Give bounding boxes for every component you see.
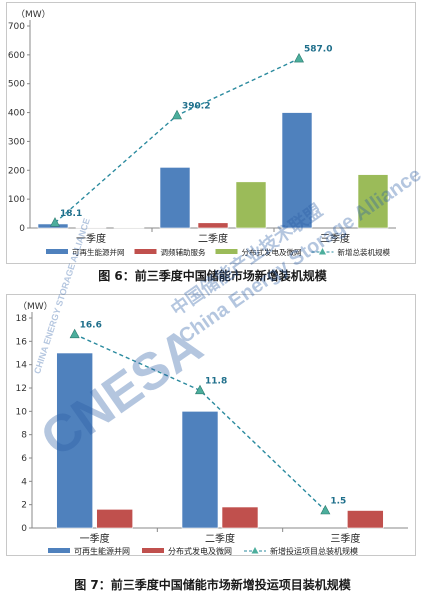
bar-2-2 bbox=[357, 174, 389, 229]
y-tick-label: 200 bbox=[8, 166, 25, 176]
y-tick-label: 300 bbox=[8, 137, 25, 147]
legend-marker bbox=[319, 248, 326, 255]
legend-swatch bbox=[142, 548, 164, 553]
legend-label: 新增投运项目总装机规模 bbox=[270, 546, 358, 556]
bar-0-2 bbox=[281, 112, 313, 229]
y-tick-label: 600 bbox=[8, 51, 25, 61]
legend-swatch bbox=[46, 249, 68, 254]
line-point bbox=[50, 217, 60, 227]
chart-frame bbox=[6, 2, 416, 264]
data-label: 18.1 bbox=[60, 209, 82, 219]
legend-label: 分布式发电及微网 bbox=[168, 546, 232, 556]
legend-label: 可再生能源并网 bbox=[72, 247, 125, 257]
bar-1-0 bbox=[96, 509, 133, 529]
y-axis-unit: （MW） bbox=[18, 301, 53, 312]
figure-caption-6: 图 6：前三季度中国储能市场新增装机规模 bbox=[98, 269, 327, 283]
y-tick-label: 4 bbox=[21, 477, 27, 487]
legend-label: 新增总装机规模 bbox=[338, 247, 391, 257]
data-label: 16.6 bbox=[80, 320, 102, 330]
chart-panel-fig7: 0 2 4 6 8 10 12 14 16 18 （MW） 一季度 二季度 三季度 16.6 11.8 1.5 可… bbox=[0, 294, 425, 564]
line-point bbox=[320, 504, 331, 515]
y-tick-label: 700 bbox=[8, 22, 25, 32]
y-tick-label: 500 bbox=[8, 80, 25, 90]
total-line bbox=[74, 333, 326, 512]
y-tick-label: 6 bbox=[21, 454, 27, 464]
bar-0-1 bbox=[159, 167, 191, 229]
y-tick-label: 12 bbox=[16, 384, 27, 394]
y-tick-label: 18 bbox=[16, 314, 28, 324]
line-point bbox=[294, 52, 304, 63]
legend-label: 可再生能源并网 bbox=[74, 546, 130, 556]
chart-frame bbox=[6, 294, 416, 556]
x-tick-label: 三季度 bbox=[330, 532, 360, 545]
bar-0-1 bbox=[181, 411, 219, 529]
y-tick-label: 8 bbox=[21, 431, 27, 441]
x-tick-label: 二季度 bbox=[198, 232, 228, 245]
legend-swatch bbox=[215, 249, 238, 254]
data-label: 587.0 bbox=[304, 45, 332, 55]
bar-1-0 bbox=[75, 227, 107, 229]
x-tick-label: 一季度 bbox=[76, 232, 106, 245]
y-tick-label: 2 bbox=[21, 501, 27, 511]
bar-2-1 bbox=[235, 181, 267, 229]
bar-1-1 bbox=[221, 506, 259, 529]
y-tick-label: 400 bbox=[8, 109, 25, 119]
y-tick-label: 0 bbox=[21, 524, 27, 534]
x-tick-label: 一季度 bbox=[80, 532, 110, 545]
legend-label: 分布式发电及微网 bbox=[242, 247, 302, 257]
bar-2-0 bbox=[113, 227, 145, 229]
data-label: 390.2 bbox=[182, 101, 210, 111]
bar-0-0 bbox=[56, 352, 93, 529]
line-point bbox=[69, 328, 80, 339]
bar-1-2 bbox=[347, 510, 384, 529]
bar-1-1 bbox=[197, 222, 229, 229]
legend-label: 调频辅助服务 bbox=[161, 247, 206, 257]
y-axis-unit: （MW） bbox=[16, 9, 51, 20]
line-point bbox=[195, 384, 205, 395]
line-point bbox=[172, 109, 182, 120]
legend-marker bbox=[251, 547, 259, 554]
figure-caption-7: 图 7：前三季度中国储能市场新增投运项目装机规模 bbox=[74, 578, 351, 592]
chart-fig7: 0 2 4 6 8 10 12 14 16 18 （MW） 一季度 二季度 三季度 16.6 11.8 1.5 可… bbox=[16, 301, 408, 556]
data-label: 1.5 bbox=[330, 497, 346, 507]
chart-fig6: 0 100 200 300 400 500 600 700 （MW） 一季度 二季度 三季度 18.1 3… bbox=[8, 9, 396, 257]
y-tick-label: 16 bbox=[16, 337, 28, 347]
chart-panel-fig6: 0 100 200 300 400 500 600 700 （MW） 一季度 二季度 三季度 18.1 3… bbox=[0, 2, 425, 272]
y-tick-label: 10 bbox=[16, 407, 28, 417]
legend-swatch bbox=[48, 548, 70, 553]
y-tick-label: 14 bbox=[16, 361, 28, 371]
legend-swatch bbox=[134, 249, 157, 254]
y-tick-label: 0 bbox=[19, 224, 25, 234]
y-tick-label: 100 bbox=[8, 195, 25, 205]
x-tick-label: 三季度 bbox=[320, 232, 350, 245]
data-label: 11.8 bbox=[205, 376, 227, 386]
x-tick-label: 二季度 bbox=[205, 532, 235, 545]
